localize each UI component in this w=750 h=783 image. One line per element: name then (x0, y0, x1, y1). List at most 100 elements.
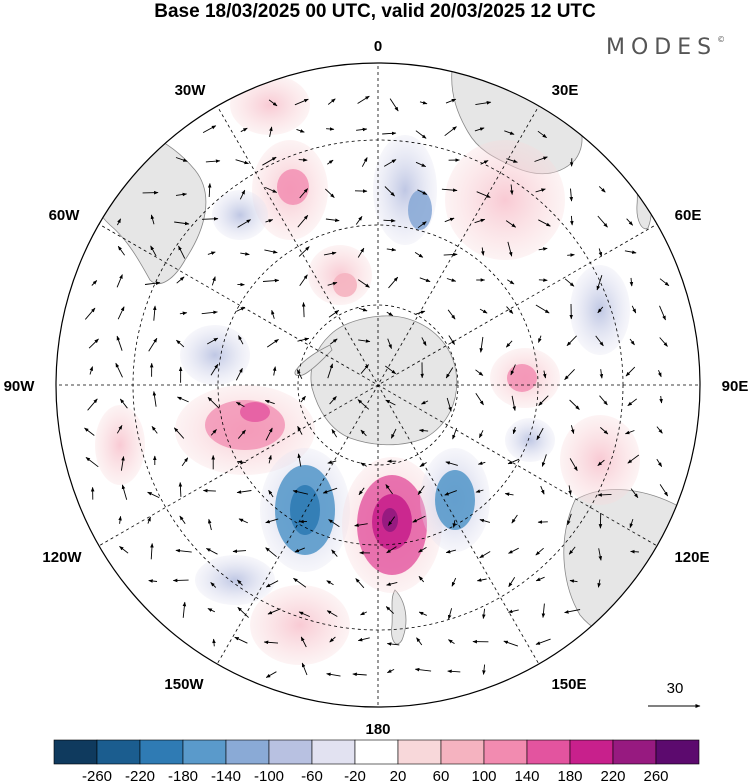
wind-vector (147, 491, 160, 499)
label-180: 180 (365, 721, 390, 738)
wind-vector (272, 366, 277, 376)
wind-vector (173, 427, 185, 439)
wind-vector (541, 603, 546, 618)
wind-vector (482, 664, 486, 675)
wind-vector (656, 458, 663, 467)
wind-vector (418, 547, 427, 553)
wind-vector (598, 186, 606, 193)
wind-vector (116, 274, 123, 288)
wind-vector (412, 515, 426, 523)
wind-vector (265, 219, 274, 223)
wind-vector (444, 490, 457, 496)
wind-vector (205, 159, 221, 163)
wind-vector (418, 428, 429, 433)
colorbar-swatch (483, 739, 528, 765)
wind-vector (202, 488, 216, 493)
wind-vector (298, 611, 310, 618)
wind-vector (268, 99, 278, 107)
wind-vector (119, 398, 128, 409)
wind-vector (624, 430, 635, 435)
wind-vector (175, 157, 188, 162)
anomaly-layer (95, 75, 640, 665)
wind-vector (207, 608, 215, 613)
wind-vector (475, 489, 484, 493)
wind-vector (329, 396, 337, 405)
wind-vector (323, 251, 337, 256)
wind-vector (116, 218, 122, 226)
wind-vector (236, 401, 245, 407)
wind-vector (421, 337, 427, 346)
wind-vector (326, 127, 335, 131)
wind-vector (535, 304, 550, 314)
wind-vector (441, 188, 458, 192)
wind-vector (599, 369, 604, 379)
wind-vector (331, 549, 338, 557)
wind-vector (265, 427, 273, 441)
wind-vector (201, 217, 219, 221)
wind-vector (360, 429, 367, 437)
wind-vector (597, 493, 612, 497)
wind-vector (296, 369, 303, 380)
wind-vector (627, 454, 640, 464)
wind-vector (358, 487, 365, 496)
wind-reference: 30 (648, 680, 701, 708)
wind-vector (445, 549, 457, 554)
wind-vector (358, 339, 371, 343)
wind-vector (479, 308, 488, 314)
wind-vector (627, 398, 637, 407)
wind-reference-value: 30 (667, 680, 684, 697)
wind-vector (507, 279, 515, 285)
wind-vector (417, 221, 427, 229)
wind-vector (202, 125, 217, 133)
wind-vector (293, 577, 307, 588)
wind-vector (538, 335, 542, 343)
wind-vector (235, 367, 243, 381)
wind-vector (567, 253, 575, 257)
wind-vector (569, 458, 578, 472)
wind-vector (383, 159, 397, 167)
colorbar-swatch (354, 739, 399, 765)
wind-vector (535, 547, 544, 556)
wind-vector (152, 391, 157, 407)
wind-vector (329, 636, 336, 643)
wind-vector (383, 218, 396, 223)
label-120e: 120E (674, 549, 709, 566)
wind-vector (387, 338, 392, 350)
wind-vector (597, 215, 608, 228)
colorbar-label: 260 (643, 768, 668, 783)
wind-vector (417, 485, 425, 495)
colorbar-label: 60 (433, 768, 450, 783)
colorbar-swatch (526, 739, 571, 765)
wind-vector (119, 546, 129, 554)
wind-vector (299, 274, 308, 286)
wind-vector (538, 278, 548, 282)
wind-vector (237, 460, 246, 464)
wind-vector (385, 365, 397, 375)
wind-vector (510, 364, 516, 376)
wind-vector (656, 426, 663, 434)
wind-vector (535, 576, 545, 582)
wind-vector (150, 543, 154, 560)
wind-vector (325, 218, 340, 222)
wind-vector (416, 637, 423, 646)
wind-vector (207, 396, 220, 409)
wind-vector (237, 219, 251, 228)
wind-vector (448, 639, 455, 644)
wind-vector (415, 161, 427, 168)
wind-vector (504, 492, 514, 497)
wind-vector (210, 582, 217, 588)
wind-vector (117, 306, 125, 320)
wind-vector (600, 427, 609, 435)
wind-vector (206, 337, 219, 345)
label-90e: 90E (722, 378, 749, 395)
chart-title: Base 18/03/2025 00 UTC, valid 20/03/2025… (154, 1, 596, 22)
wind-vector (352, 672, 367, 677)
wind-vector (566, 335, 577, 347)
wind-vector (354, 523, 368, 527)
wind-vector (235, 159, 249, 165)
map-boundary (55, 62, 701, 708)
wind-vector (210, 429, 217, 436)
wind-vector (91, 280, 98, 286)
colorbar-swatch (655, 739, 700, 765)
